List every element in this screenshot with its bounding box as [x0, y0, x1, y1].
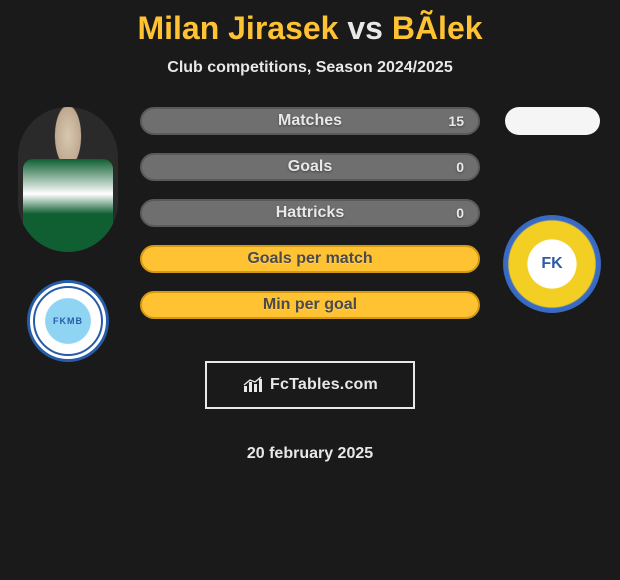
stat-row-hattricks: Hattricks 0 [140, 199, 480, 227]
stat-hattricks-label: Hattricks [276, 204, 344, 222]
chart-icon [242, 376, 264, 394]
title-player1: Milan Jirasek [137, 10, 338, 46]
player1-club-badge-text: FKMB [53, 316, 83, 326]
site-logo-text: FcTables.com [270, 376, 378, 394]
stat-matches-label: Matches [278, 112, 342, 130]
player2-photo-placeholder [505, 107, 600, 135]
left-column: FKMB [8, 107, 128, 362]
player2-club-badge: FK [503, 215, 601, 313]
title-player2: BÃlek [392, 10, 483, 46]
stat-goals-right: 0 [456, 159, 464, 175]
title-vs: vs [347, 10, 383, 46]
comparison-page: Milan Jirasek vs BÃlek Club competitions… [0, 0, 620, 463]
subtitle: Club competitions, Season 2024/2025 [0, 59, 620, 77]
player1-club-badge: FKMB [27, 280, 109, 362]
player1-photo [18, 107, 118, 252]
stat-matches-right: 15 [448, 113, 464, 129]
date-line: 20 february 2025 [247, 445, 373, 463]
stat-row-matches: Matches 15 [140, 107, 480, 135]
page-title: Milan Jirasek vs BÃlek [0, 10, 620, 47]
main-row: FKMB Matches 15 Goals 0 Hattricks 0 Goal… [0, 107, 620, 463]
stat-goals-label: Goals [288, 158, 332, 176]
stat-mpg-label: Min per goal [263, 296, 357, 314]
stat-row-mpg: Min per goal [140, 291, 480, 319]
stat-hattricks-right: 0 [456, 205, 464, 221]
stat-row-gpm: Goals per match [140, 245, 480, 273]
player2-club-badge-text: FK [541, 255, 562, 273]
site-logo-box[interactable]: FcTables.com [205, 361, 415, 409]
stat-gpm-label: Goals per match [247, 250, 372, 268]
stat-row-goals: Goals 0 [140, 153, 480, 181]
stats-column: Matches 15 Goals 0 Hattricks 0 Goals per… [128, 107, 492, 463]
right-column: FK [492, 107, 612, 313]
